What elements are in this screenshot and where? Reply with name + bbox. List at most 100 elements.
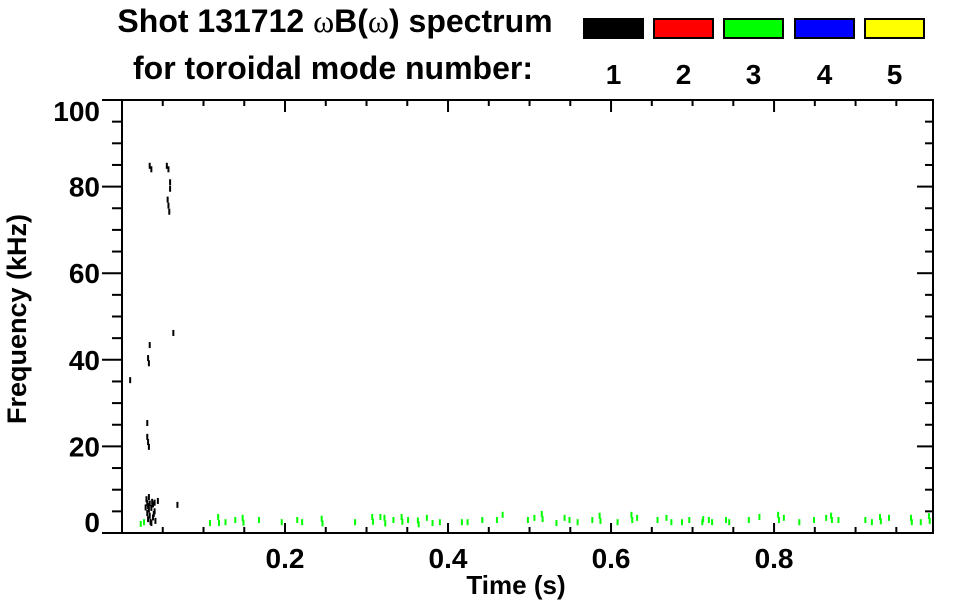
data-point-n3 bbox=[758, 513, 761, 520]
x-axis-title: Time (s) bbox=[466, 570, 565, 600]
data-point-n3 bbox=[416, 517, 419, 524]
data-point-n3 bbox=[383, 514, 386, 521]
data-point-n3 bbox=[460, 519, 463, 526]
data-point-n3 bbox=[241, 514, 244, 521]
y-tick-label: 80 bbox=[69, 172, 100, 203]
data-point-n3 bbox=[217, 513, 220, 520]
x-tick-label: 0.8 bbox=[755, 543, 794, 574]
y-tick-label: 0 bbox=[84, 507, 100, 538]
data-point-n3 bbox=[870, 519, 873, 526]
title-text: ) spectrum bbox=[388, 3, 553, 39]
data-point-n3 bbox=[688, 517, 691, 524]
data-point-n3 bbox=[837, 517, 840, 524]
data-point-n1 bbox=[145, 496, 148, 503]
figure-title: Shot 131712 ωB(ω) spectrum bbox=[0, 3, 670, 39]
data-point-n1 bbox=[169, 185, 172, 192]
data-point-n3 bbox=[354, 519, 357, 526]
data-point-n3 bbox=[798, 519, 801, 526]
data-point-n1 bbox=[153, 499, 156, 506]
data-point-n1 bbox=[147, 355, 150, 362]
data-point-n3 bbox=[616, 519, 619, 526]
y-tick-label: 40 bbox=[69, 345, 100, 376]
data-point-n3 bbox=[139, 520, 142, 527]
data-point-n1 bbox=[148, 162, 151, 169]
data-point-n3 bbox=[372, 518, 375, 525]
data-point-n3 bbox=[879, 513, 882, 520]
data-point-n3 bbox=[392, 517, 395, 524]
data-point-n3 bbox=[555, 520, 558, 527]
legend-label-3: 3 bbox=[745, 59, 762, 90]
data-point-n1 bbox=[148, 342, 151, 349]
data-point-n3 bbox=[224, 519, 227, 526]
data-point-n1 bbox=[146, 510, 149, 517]
data-point-n3 bbox=[747, 517, 750, 524]
data-point-n1 bbox=[147, 503, 150, 510]
data-point-n3 bbox=[501, 511, 504, 518]
data-point-n1 bbox=[167, 202, 170, 209]
data-point-n1 bbox=[166, 196, 169, 203]
data-point-n1 bbox=[144, 504, 147, 511]
data-point-n3 bbox=[656, 517, 659, 524]
data-point-n3 bbox=[384, 520, 387, 527]
omega-symbol: ω bbox=[367, 3, 389, 39]
data-point-n1 bbox=[147, 439, 150, 446]
legend-swatch-5 bbox=[864, 18, 925, 39]
legend-swatch-1 bbox=[583, 18, 644, 39]
data-point-n1 bbox=[150, 504, 153, 511]
data-point-n3 bbox=[636, 514, 639, 521]
data-point-n3 bbox=[665, 514, 668, 521]
data-point-n3 bbox=[320, 515, 323, 522]
data-point-n3 bbox=[631, 517, 634, 524]
data-point-n1 bbox=[169, 179, 172, 186]
data-point-n1 bbox=[146, 500, 149, 507]
data-point-n3 bbox=[591, 517, 594, 524]
data-point-n3 bbox=[728, 519, 731, 526]
data-point-n3 bbox=[707, 517, 710, 524]
legend-item-n2: 2 bbox=[653, 18, 714, 89]
data-point-n3 bbox=[919, 519, 922, 526]
x-tick-label: 0.4 bbox=[429, 543, 468, 574]
data-point-n3 bbox=[533, 514, 536, 521]
data-point-n3 bbox=[466, 519, 469, 526]
data-point-n3 bbox=[495, 517, 498, 524]
legend-label-4: 4 bbox=[816, 59, 833, 90]
x-tick-label: 0.6 bbox=[592, 543, 631, 574]
data-point-n3 bbox=[909, 514, 912, 521]
data-point-n3 bbox=[431, 520, 434, 527]
data-point-n3 bbox=[481, 517, 484, 524]
data-point-n1 bbox=[148, 512, 151, 519]
data-point-n3 bbox=[217, 520, 220, 527]
data-point-n3 bbox=[301, 519, 304, 526]
legend-item-n4: 4 bbox=[794, 18, 855, 89]
data-point-n1 bbox=[176, 501, 179, 508]
data-point-n3 bbox=[234, 517, 237, 524]
data-point-n3 bbox=[599, 517, 602, 524]
data-point-n1 bbox=[147, 516, 150, 523]
data-point-n3 bbox=[812, 517, 815, 524]
data-point-n3 bbox=[143, 519, 146, 526]
data-point-n1 bbox=[148, 500, 151, 507]
legend-item-n5: 5 bbox=[864, 18, 925, 89]
legend-item-n1: 1 bbox=[583, 18, 644, 89]
data-point-n1 bbox=[146, 420, 149, 427]
data-point-n3 bbox=[887, 514, 890, 521]
data-point-n1 bbox=[165, 162, 168, 169]
data-point-n1 bbox=[167, 166, 170, 173]
data-point-n3 bbox=[777, 511, 780, 518]
data-point-n3 bbox=[242, 519, 245, 526]
y-axis-title: Frequency (kHz) bbox=[2, 214, 32, 424]
data-point-n3 bbox=[928, 517, 931, 524]
data-point-n3 bbox=[782, 514, 785, 521]
data-point-n3 bbox=[670, 519, 673, 526]
y-tick-label: 60 bbox=[69, 258, 100, 289]
plot-frame bbox=[121, 99, 934, 534]
data-point-n3 bbox=[701, 519, 704, 526]
data-point-n1 bbox=[147, 494, 150, 501]
data-point-n1 bbox=[151, 514, 154, 521]
legend-swatch-4 bbox=[794, 18, 855, 39]
data-point-n3 bbox=[825, 514, 828, 521]
data-point-n3 bbox=[830, 517, 833, 524]
data-point-n1 bbox=[156, 497, 159, 504]
